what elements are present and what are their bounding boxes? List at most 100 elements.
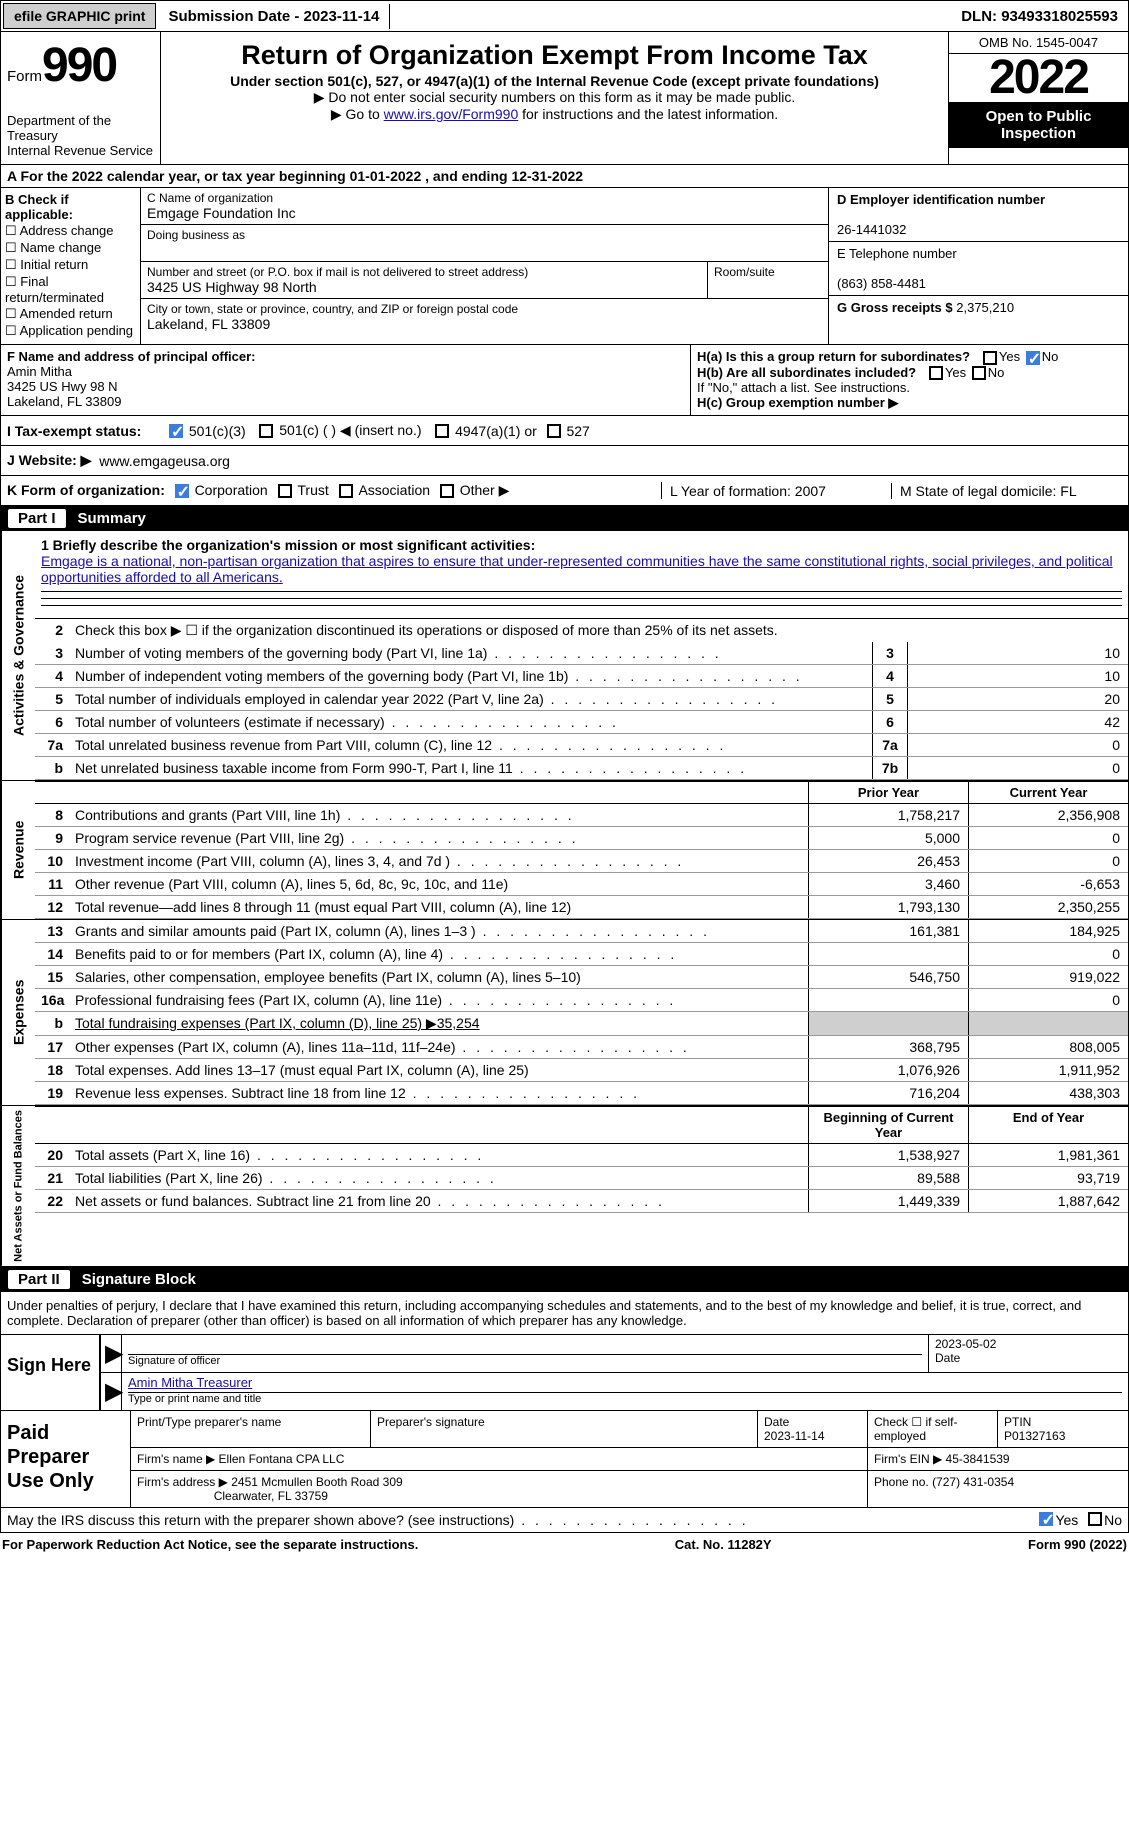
line17: Other expenses (Part IX, column (A), lin… [69, 1036, 808, 1058]
e-phone-label: E Telephone number [837, 246, 957, 261]
c-suite-label: Room/suite [708, 262, 828, 298]
sign-here-label: Sign Here [1, 1335, 101, 1410]
chk-address-change[interactable]: ☐ Address change [5, 223, 136, 239]
discuss-no[interactable] [1088, 1512, 1102, 1526]
hb-yes[interactable] [929, 366, 943, 380]
foot-cat: Cat. No. 11282Y [418, 1537, 1028, 1552]
paid-preparer-label: Paid Preparer Use Only [1, 1411, 131, 1507]
g-receipts-value: 2,375,210 [956, 300, 1014, 315]
irs-link[interactable]: www.irs.gov/Form990 [384, 106, 519, 122]
line5-val: 20 [908, 688, 1128, 710]
line16a: Professional fundraising fees (Part IX, … [69, 989, 808, 1011]
chk-501c[interactable] [259, 424, 273, 438]
chk-4947[interactable] [435, 424, 449, 438]
vtab-activities: Activities & Governance [1, 531, 35, 780]
prep-name-label: Print/Type preparer's name [131, 1411, 371, 1447]
block-b-c-d: B Check if applicable: ☐ Address change … [0, 188, 1129, 345]
ha-no[interactable] [1026, 351, 1040, 365]
submission-date: Submission Date - 2023-11-14 [158, 4, 390, 29]
prep-date: 2023-11-14 [764, 1429, 825, 1443]
topbar: efile GRAPHIC print Submission Date - 20… [0, 0, 1129, 32]
ha-yes[interactable] [983, 351, 997, 365]
part1-header: Part I Summary [0, 506, 1129, 531]
footer: For Paperwork Reduction Act Notice, see … [0, 1533, 1129, 1556]
line14: Benefits paid to or for members (Part IX… [69, 943, 808, 965]
chk-other[interactable] [440, 484, 454, 498]
i-label: I Tax-exempt status: [7, 423, 167, 439]
chk-pending[interactable]: ☐ Application pending [5, 323, 136, 339]
chk-final-return[interactable]: ☐ Final return/terminated [5, 274, 136, 305]
line6: Total number of volunteers (estimate if … [69, 711, 872, 733]
line19: Revenue less expenses. Subtract line 18 … [69, 1082, 808, 1104]
block-f-h: F Name and address of principal officer:… [0, 345, 1129, 416]
line5: Total number of individuals employed in … [69, 688, 872, 710]
hb-note: If "No," attach a list. See instructions… [697, 380, 1122, 395]
foot-right: Form 990 (2022) [1028, 1537, 1127, 1552]
chk-corp[interactable] [175, 484, 189, 498]
line16b: Total fundraising expenses (Part IX, col… [69, 1012, 808, 1035]
chk-assoc[interactable] [339, 484, 353, 498]
part1-title: Summary [78, 510, 146, 527]
line10: Investment income (Part VIII, column (A)… [69, 850, 808, 872]
f-label: F Name and address of principal officer: [7, 349, 256, 364]
c-name-value: Emgage Foundation Inc [147, 205, 822, 221]
k-form-row: K Form of organization: Corporation Trus… [0, 476, 1129, 506]
chk-501c3[interactable] [169, 424, 183, 438]
chk-trust[interactable] [278, 484, 292, 498]
l-year: L Year of formation: 2007 [662, 483, 892, 499]
form-header: Form990 Department of the Treasury Inter… [0, 32, 1129, 165]
sig-name-label: Type or print name and title [128, 1393, 1122, 1405]
tax-year: 2022 [949, 54, 1128, 102]
arrow-icon: ▶ [101, 1373, 121, 1410]
col-prior-year: Prior Year [808, 782, 968, 803]
line13: Grants and similar amounts paid (Part IX… [69, 920, 808, 942]
part2-title: Signature Block [82, 1271, 196, 1288]
mission-label: 1 Briefly describe the organization's mi… [41, 537, 535, 553]
sig-date: 2023-05-02 [935, 1337, 1122, 1351]
prep-sig-label: Preparer's signature [371, 1411, 758, 1447]
discuss-row: May the IRS discuss this return with the… [0, 1508, 1129, 1533]
discuss-yes[interactable] [1039, 1512, 1053, 1526]
form-number: 990 [42, 39, 116, 92]
ha-label: H(a) Is this a group return for subordin… [697, 349, 970, 364]
j-label: J Website: ▶ [7, 452, 91, 469]
line4-val: 10 [908, 665, 1128, 687]
dept-irs: Internal Revenue Service [7, 143, 154, 158]
chk-name-change[interactable]: ☐ Name change [5, 240, 136, 256]
line9: Program service revenue (Part VIII, line… [69, 827, 808, 849]
sig-date-label: Date [935, 1351, 1122, 1365]
dln: DLN: 93493318025593 [951, 4, 1128, 29]
calendar-year-row: A For the 2022 calendar year, or tax yea… [0, 165, 1129, 188]
sig-name: Amin Mitha Treasurer [128, 1375, 1122, 1393]
line7b: Net unrelated business taxable income fr… [69, 757, 872, 779]
perjury-statement: Under penalties of perjury, I declare th… [0, 1292, 1129, 1335]
g-receipts-label: G Gross receipts $ [837, 300, 953, 315]
form-title: Return of Organization Exempt From Incom… [167, 40, 942, 71]
form-subtitle: Under section 501(c), 527, or 4947(a)(1)… [167, 73, 942, 89]
chk-amended[interactable]: ☐ Amended return [5, 306, 136, 322]
foot-left: For Paperwork Reduction Act Notice, see … [2, 1537, 418, 1552]
part2-header: Part II Signature Block [0, 1267, 1129, 1292]
website-row: J Website: ▶ www.emgageusa.org [0, 446, 1129, 476]
hb-no[interactable] [972, 366, 986, 380]
line3: Number of voting members of the governin… [69, 642, 872, 664]
efile-button[interactable]: efile GRAPHIC print [3, 3, 156, 29]
vtab-net-assets: Net Assets or Fund Balances [1, 1106, 35, 1266]
k-label: K Form of organization: [7, 482, 165, 498]
c-name-label: C Name of organization [147, 191, 822, 205]
sign-here-block: Sign Here ▶ Signature of officer 2023-05… [0, 1335, 1129, 1411]
chk-initial-return[interactable]: ☐ Initial return [5, 257, 136, 273]
c-street-label: Number and street (or P.O. box if mail i… [147, 265, 701, 279]
firm-name: Ellen Fontana CPA LLC [219, 1452, 345, 1466]
prep-ptin: P01327163 [1004, 1429, 1065, 1443]
col-boy: Beginning of Current Year [808, 1107, 968, 1143]
line4: Number of independent voting members of … [69, 665, 872, 687]
line18: Total expenses. Add lines 13–17 (must eq… [69, 1059, 808, 1081]
vtab-revenue: Revenue [1, 781, 35, 919]
prep-self[interactable]: Check ☐ if self-employed [868, 1411, 998, 1447]
chk-527[interactable] [547, 424, 561, 438]
net-assets-section: Net Assets or Fund Balances Beginning of… [0, 1106, 1129, 1267]
firm-addr1: 2451 Mcmullen Booth Road 309 [231, 1475, 402, 1489]
line7a: Total unrelated business revenue from Pa… [69, 734, 872, 756]
line11: Other revenue (Part VIII, column (A), li… [69, 873, 808, 895]
